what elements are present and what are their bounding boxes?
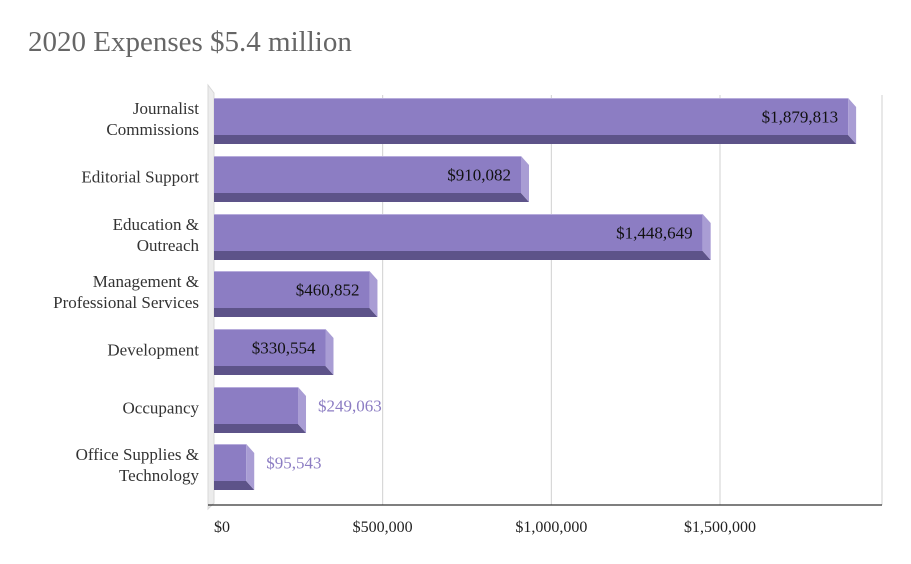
value-label-1: $910,082 — [447, 166, 511, 185]
bar-bottom-3 — [214, 308, 378, 317]
category-label-6-0: Office Supplies & — [76, 445, 199, 464]
bar-side-6 — [246, 444, 255, 490]
x-tick-label-1: $500,000 — [353, 519, 413, 536]
category-label-4-0: Development — [107, 341, 199, 360]
category-label-2-0: Education & — [113, 215, 199, 234]
value-label-6: $95,543 — [266, 454, 321, 473]
value-label-2: $1,448,649 — [616, 224, 693, 243]
bar-5 — [214, 387, 307, 433]
bar-side-3 — [369, 271, 378, 317]
x-tick-label-3: $1,500,000 — [684, 519, 756, 536]
bar-front-3 — [214, 271, 370, 308]
category-label-5-0: Occupancy — [123, 399, 200, 418]
labels: Journalist Commissions Editorial Support Ed… — [53, 99, 838, 536]
bar-bottom-5 — [214, 424, 307, 433]
chart-wall — [207, 83, 882, 511]
bar-0 — [214, 98, 857, 144]
bar-front-6 — [214, 444, 247, 481]
bar-side-5 — [298, 387, 307, 433]
bar-side-4 — [325, 329, 334, 375]
category-label-0-0: Journalist — [133, 99, 199, 118]
left-wall — [207, 83, 215, 511]
bar-bottom-6 — [214, 481, 255, 490]
value-label-5: $249,063 — [318, 397, 382, 416]
bar-4 — [214, 329, 334, 375]
category-label-3-1: Professional Services — [53, 293, 199, 312]
x-tick-label-0: $0 — [214, 519, 230, 536]
bar-front-5 — [214, 387, 299, 424]
bar-front-1 — [214, 156, 522, 193]
bar-front-0 — [214, 98, 849, 135]
bar-bottom-4 — [214, 366, 334, 375]
category-label-6-1: Technology — [119, 466, 200, 485]
bar-3 — [214, 271, 378, 317]
bar-bottom-2 — [214, 251, 711, 260]
bar-6 — [214, 444, 255, 490]
bar-side-0 — [848, 98, 857, 144]
bar-front-4 — [214, 329, 326, 366]
x-tick-label-2: $1,000,000 — [515, 519, 587, 536]
category-label-3-0: Management & — [93, 272, 199, 291]
category-label-2-1: Outreach — [137, 236, 200, 255]
bar-2 — [214, 214, 711, 260]
category-label-1-0: Editorial Support — [81, 168, 199, 187]
bar-side-2 — [702, 214, 711, 260]
bar-bottom-0 — [214, 135, 857, 144]
value-label-3: $460,852 — [296, 281, 360, 300]
value-label-4: $330,554 — [252, 339, 316, 358]
value-label-0: $1,879,813 — [762, 108, 839, 127]
bar-bottom-1 — [214, 193, 530, 202]
bar-side-1 — [521, 156, 530, 202]
chart-title: 2020 Expenses $5.4 million — [28, 26, 352, 58]
bar-front-2 — [214, 214, 703, 251]
category-label-0-1: Commissions — [106, 120, 199, 139]
bars — [214, 98, 857, 490]
bar-1 — [214, 156, 530, 202]
